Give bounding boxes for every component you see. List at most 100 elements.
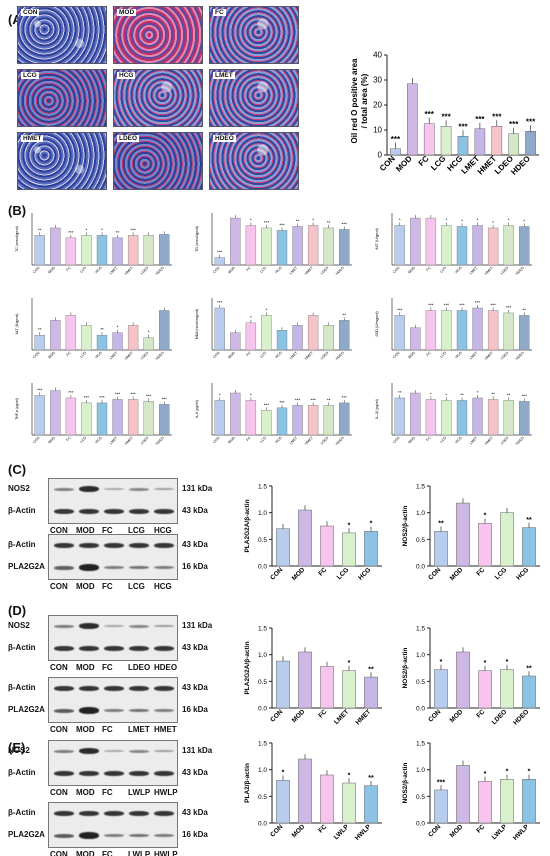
category-label: LDEO bbox=[140, 351, 150, 361]
bar bbox=[487, 227, 499, 266]
bar bbox=[390, 148, 401, 156]
lane-label: HCG bbox=[154, 526, 172, 535]
bar bbox=[81, 235, 92, 266]
protein-label: PLA2G2A bbox=[8, 705, 45, 714]
mini-chart-il6: * CON MOD * FC *** LCG *** HCG *** LMET *** HMET ** LD… bbox=[195, 383, 352, 446]
category-label: MOD bbox=[47, 436, 56, 445]
bar bbox=[112, 332, 123, 351]
y-tick-label: 0.5 bbox=[258, 537, 267, 544]
significance-mark: * bbox=[461, 218, 463, 223]
significance-mark: * bbox=[528, 769, 531, 776]
significance-mark: * bbox=[446, 392, 448, 397]
blot-band bbox=[104, 750, 124, 752]
significance-mark: * bbox=[312, 217, 314, 222]
bar bbox=[342, 532, 356, 567]
bar bbox=[487, 310, 499, 351]
chart-d-nos2: 0.0 0.5 1.0 1.5 * CON MOD * FC * LDEO ** HDEO NOS2/β-… bbox=[402, 626, 540, 727]
category-label: LDEO bbox=[320, 351, 330, 361]
blot-band bbox=[104, 645, 124, 651]
bar bbox=[425, 310, 437, 351]
bar bbox=[342, 670, 356, 709]
significance-mark: * bbox=[446, 217, 448, 222]
significance-mark: * bbox=[370, 521, 373, 528]
category-label: LCG bbox=[439, 351, 447, 359]
bar bbox=[159, 404, 170, 436]
significance-mark: * bbox=[266, 307, 268, 312]
lane-label: MOD bbox=[76, 582, 95, 591]
blot-band bbox=[129, 508, 149, 514]
y-axis-label: MDA (nmol/mgprot) bbox=[195, 309, 199, 339]
bar bbox=[456, 502, 470, 567]
significance-mark: * bbox=[101, 227, 103, 232]
blot-band bbox=[54, 708, 74, 713]
y-tick-label: 0.0 bbox=[258, 706, 267, 713]
significance-mark: *** bbox=[397, 307, 403, 312]
bar bbox=[410, 392, 421, 436]
bar bbox=[456, 765, 470, 824]
category-label: HCG bbox=[454, 266, 463, 275]
bar bbox=[434, 669, 448, 709]
y-axis-label-line1: Oil red O positive area bbox=[350, 58, 359, 143]
y-axis-label-line2: / total area (%) bbox=[360, 73, 369, 128]
category-label: LMET bbox=[333, 708, 350, 725]
significance-mark: * bbox=[348, 772, 351, 779]
histology-tile: LDEO bbox=[113, 132, 203, 190]
significance-mark: ** bbox=[38, 327, 42, 332]
bar bbox=[292, 325, 303, 351]
category-label: CON bbox=[212, 351, 221, 360]
blot-band bbox=[154, 811, 174, 816]
bar bbox=[159, 310, 170, 351]
bar bbox=[339, 402, 350, 436]
significance-mark: *** bbox=[492, 112, 502, 121]
bar bbox=[50, 227, 61, 266]
category-label: MOD bbox=[291, 566, 307, 582]
bar bbox=[457, 136, 469, 156]
bar bbox=[261, 227, 272, 266]
y-tick-label: 0.5 bbox=[416, 537, 425, 544]
y-tick-label: 10 bbox=[373, 126, 382, 135]
kda-label: 131 kDa bbox=[182, 484, 213, 493]
blot-band bbox=[104, 625, 124, 627]
y-tick-label: 0.0 bbox=[258, 821, 267, 828]
lane-label: CON bbox=[50, 526, 68, 535]
significance-mark: * bbox=[506, 659, 509, 666]
bar bbox=[214, 307, 225, 351]
category-label: HWLP bbox=[512, 823, 531, 842]
category-label: LCG bbox=[79, 436, 87, 444]
bar bbox=[364, 676, 378, 709]
kda-label: 43 kDa bbox=[182, 768, 208, 777]
significance-mark: *** bbox=[310, 397, 316, 402]
category-label: LDEO bbox=[500, 351, 510, 361]
category-label: HMET bbox=[484, 435, 494, 445]
category-label: FC bbox=[245, 266, 251, 272]
category-label: FC bbox=[245, 351, 251, 357]
lane-label: CON bbox=[50, 788, 68, 797]
category-label: HMET bbox=[124, 265, 134, 275]
bar bbox=[261, 315, 272, 351]
bar bbox=[500, 669, 514, 709]
significance-mark: *** bbox=[437, 779, 445, 786]
category-label: HMET bbox=[484, 265, 494, 275]
category-label: LCG bbox=[439, 266, 447, 274]
significance-mark: ** bbox=[438, 521, 444, 528]
category-label: LDEO bbox=[500, 266, 510, 276]
category-label: MOD bbox=[227, 436, 236, 445]
kda-label: 131 kDa bbox=[182, 621, 213, 630]
chart-d-pla2g2a: 0.0 0.5 1.0 1.5 CON MOD FC * LMET ** HMET PLA2G2A/β… bbox=[244, 626, 382, 726]
blot-band bbox=[129, 811, 149, 816]
category-label: HMET bbox=[124, 350, 134, 360]
bar bbox=[434, 789, 448, 824]
significance-mark: *** bbox=[84, 395, 90, 400]
y-axis-label: PLA2/β-actin bbox=[244, 763, 251, 803]
bar bbox=[478, 781, 492, 824]
category-label: HDEO bbox=[155, 436, 165, 446]
blot-band bbox=[79, 811, 99, 816]
blot-band bbox=[54, 811, 74, 816]
significance-mark: * bbox=[117, 325, 119, 330]
category-label: HWLP bbox=[354, 823, 373, 842]
significance-mark: *** bbox=[490, 302, 496, 307]
significance-mark: *** bbox=[425, 110, 435, 119]
category-label: MOD bbox=[291, 823, 307, 839]
category-label: CON bbox=[32, 436, 41, 445]
y-tick-label: 20 bbox=[373, 101, 382, 110]
